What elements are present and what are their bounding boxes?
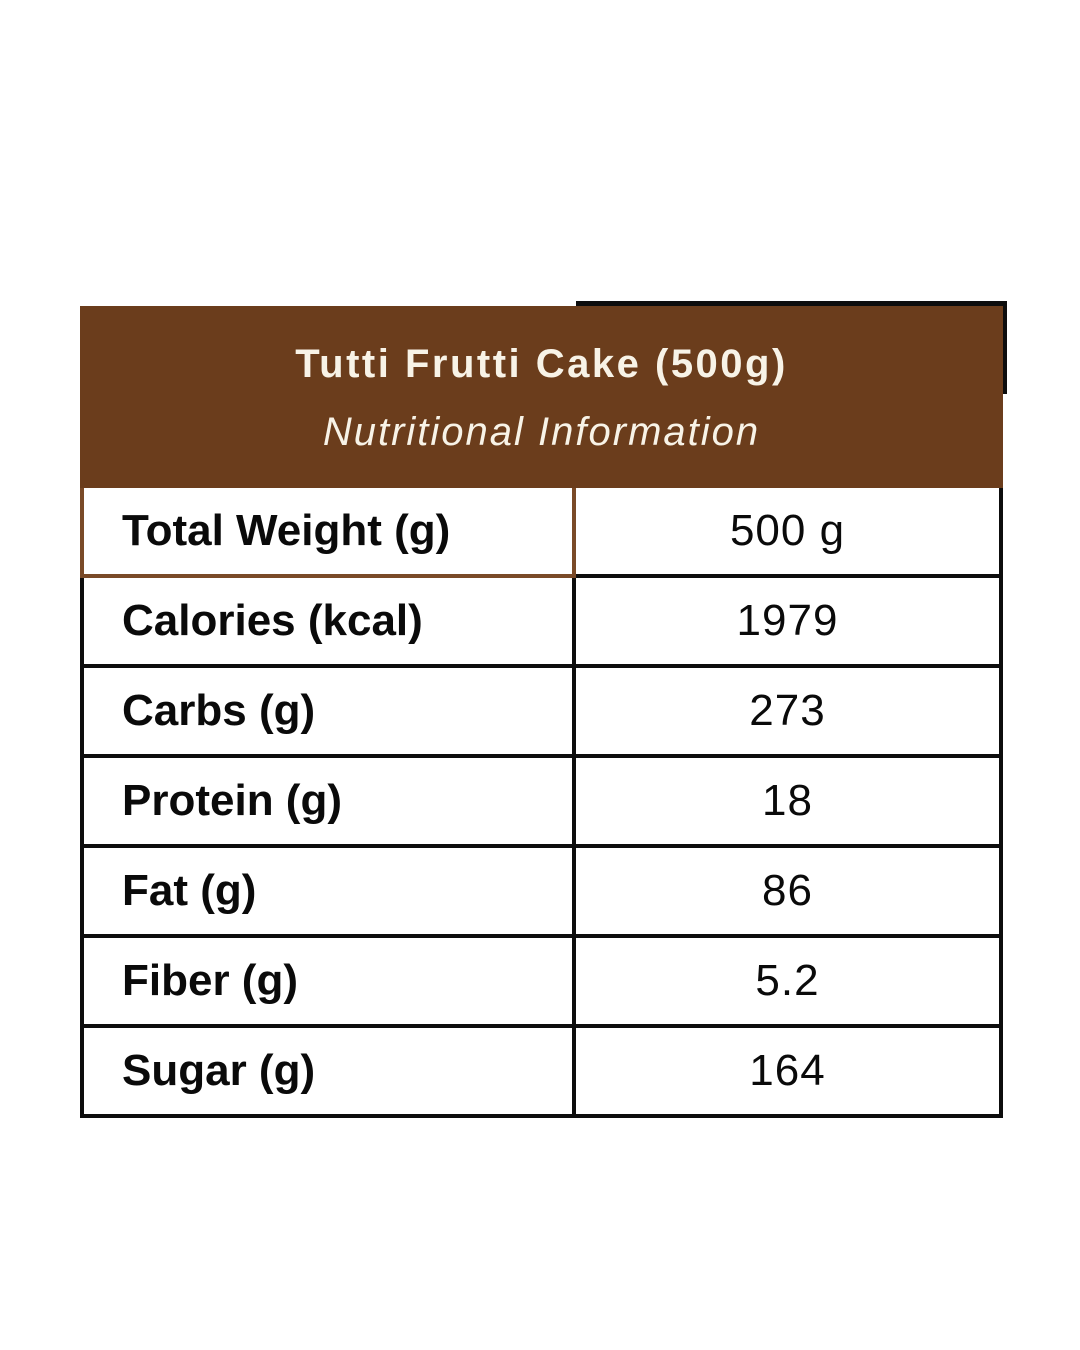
table-row: Sugar (g) 164 xyxy=(80,1028,1003,1118)
table-row: Fat (g) 86 xyxy=(80,848,1003,938)
nutrient-label: Carbs (g) xyxy=(80,668,576,758)
table-row: Fiber (g) 5.2 xyxy=(80,938,1003,1028)
nutrient-label: Calories (kcal) xyxy=(80,578,576,668)
nutrition-table: Total Weight (g) 500 g Calories (kcal) 1979… xyxy=(80,488,1003,1118)
nutrient-value: 18 xyxy=(576,758,1003,848)
nutrient-value: 1979 xyxy=(576,578,1003,668)
table-row: Protein (g) 18 xyxy=(80,758,1003,848)
nutrient-label: Fat (g) xyxy=(80,848,576,938)
table-row: Carbs (g) 273 xyxy=(80,668,1003,758)
table-row: Total Weight (g) 500 g xyxy=(80,488,1003,578)
page-title: Tutti Frutti Cake (500g) xyxy=(295,342,788,386)
nutrient-label: Total Weight (g) xyxy=(80,488,576,578)
nutrient-value: 164 xyxy=(576,1028,1003,1118)
nutrient-value: 86 xyxy=(576,848,1003,938)
nutrient-value: 500 g xyxy=(576,488,1003,578)
page-subtitle: Nutritional Information xyxy=(322,410,761,454)
nutrient-label: Protein (g) xyxy=(80,758,576,848)
table-row: Calories (kcal) 1979 xyxy=(80,578,1003,668)
nutrient-label: Sugar (g) xyxy=(80,1028,576,1118)
nutrient-label: Fiber (g) xyxy=(80,938,576,1028)
nutrient-value: 5.2 xyxy=(576,938,1003,1028)
label-header: Tutti Frutti Cake (500g) Nutritional Inf… xyxy=(80,306,1003,488)
nutrient-value: 273 xyxy=(576,668,1003,758)
